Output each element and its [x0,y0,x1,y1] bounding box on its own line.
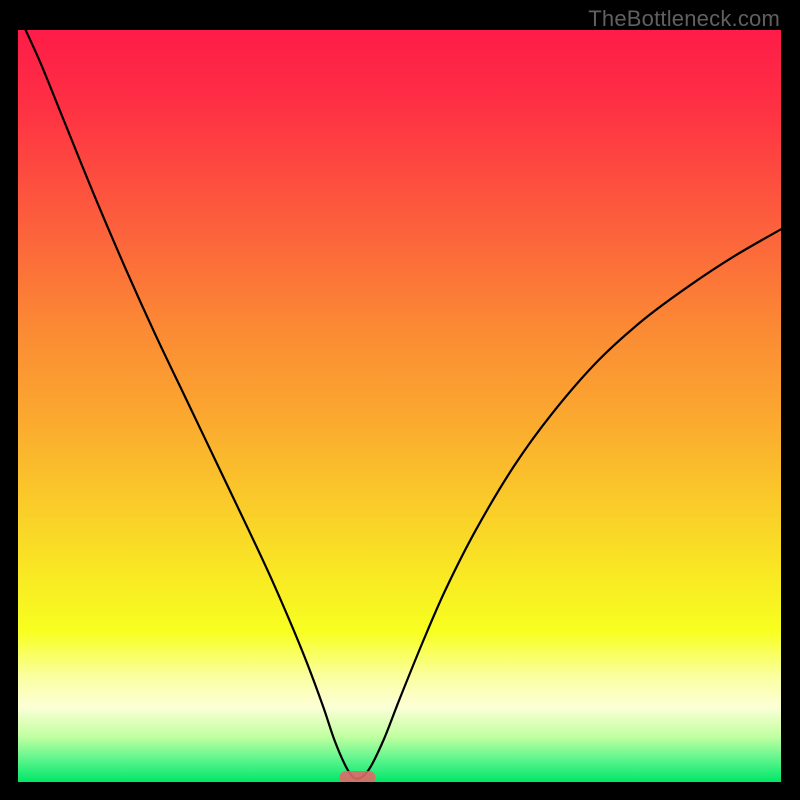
bottleneck-curve [26,30,781,779]
plot-area [18,30,781,782]
chart-frame: TheBottleneck.com [0,0,800,800]
watermark-text: TheBottleneck.com [588,6,780,32]
optimum-marker [340,771,376,782]
curve-layer [18,30,781,782]
